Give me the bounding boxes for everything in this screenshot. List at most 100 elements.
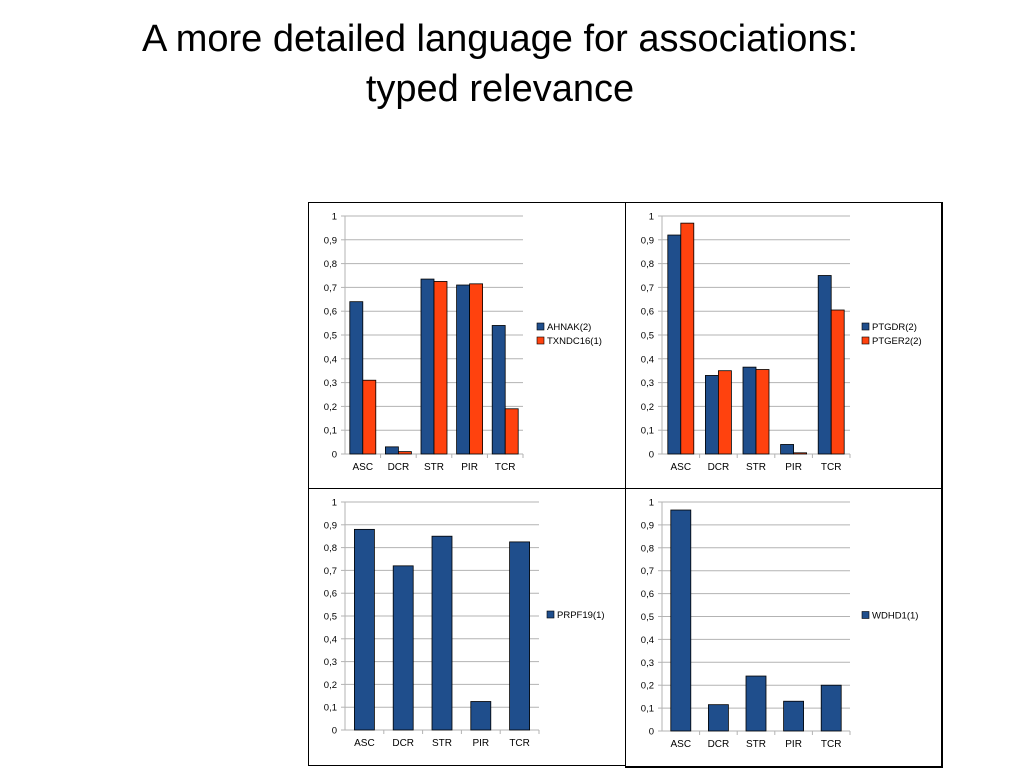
y-tick-label: 0 xyxy=(332,450,337,461)
bar-str-series-1 xyxy=(431,535,453,731)
bar-asc-series-1 xyxy=(349,301,364,455)
x-tick-label: DCR xyxy=(388,462,410,473)
y-tick-label: 0,2 xyxy=(641,681,654,692)
bar-chart-wdhd1: 0 0,1 0,2 0,3 0,4 0,5 0,6 0,7 0,8 0,9 1 ASC DCR STR PI… xyxy=(641,498,919,751)
bar-chart-ahnak-txndc16: 0 0,1 0,2 0,3 0,4 0,5 0,6 0,7 0,8 0,9 1 ASC DCR STR PI… xyxy=(324,212,602,474)
bar-asc-series-1 xyxy=(667,234,682,455)
legend-label: AHNAK(2) xyxy=(547,322,591,333)
x-tick-label: DCR xyxy=(392,738,414,749)
y-tick-label: 1 xyxy=(332,212,337,223)
y-tick-label: 0,6 xyxy=(641,589,654,600)
legend-swatch xyxy=(861,322,870,331)
legend-swatch xyxy=(861,611,870,619)
y-tick-label: 0,5 xyxy=(641,612,654,623)
x-tick-label: DCR xyxy=(708,739,730,750)
y-tick-label: 1 xyxy=(649,212,654,223)
bar-tcr-series-2 xyxy=(504,408,519,455)
x-tick-label: TCR xyxy=(821,462,842,473)
y-tick-label: 0,3 xyxy=(324,657,337,668)
bar-tcr-series-1 xyxy=(491,325,506,455)
bar-str-series-2 xyxy=(433,281,448,455)
y-tick-label: 0,5 xyxy=(324,612,337,623)
bar-dcr-series-1 xyxy=(708,704,729,732)
legend-label: PTGDR(2) xyxy=(872,322,917,333)
bar-asc-series-1 xyxy=(354,528,375,731)
bar-pir-series-2 xyxy=(793,452,808,455)
x-tick-label: PIR xyxy=(785,462,802,473)
bar-dcr-series-2 xyxy=(718,370,732,455)
bar-chart-prpf19: 0 0,1 0,2 0,3 0,4 0,5 0,6 0,7 0,8 0,9 1 ASC DCR STR PI… xyxy=(324,498,605,750)
bar-tcr-series-1 xyxy=(817,275,832,455)
y-tick-label: 0,9 xyxy=(641,520,654,531)
legend-swatch xyxy=(536,336,545,345)
y-tick-label: 0 xyxy=(332,726,337,737)
bar-pir-series-1 xyxy=(783,700,805,732)
bar-dcr-series-2 xyxy=(398,451,412,455)
y-tick-label: 0,1 xyxy=(324,426,337,437)
legend-swatch xyxy=(546,610,555,619)
chart-panel-1: 0 0,1 0,2 0,3 0,4 0,5 0,6 0,7 0,8 0,9 1 ASC DCR STR PI… xyxy=(308,202,626,489)
y-tick-label: 0,3 xyxy=(641,378,654,389)
chart-panel-4: 0 0,1 0,2 0,3 0,4 0,5 0,6 0,7 0,8 0,9 1 ASC DCR STR PI… xyxy=(625,488,943,768)
chart-panel-3: 0 0,1 0,2 0,3 0,4 0,5 0,6 0,7 0,8 0,9 1 ASC DCR STR PI… xyxy=(308,488,626,766)
bar-tcr-series-1 xyxy=(820,684,842,732)
bar-tcr-series-2 xyxy=(830,309,845,455)
y-tick-label: 0,2 xyxy=(324,680,337,691)
y-tick-label: 0,4 xyxy=(324,354,337,365)
y-tick-label: 0,5 xyxy=(324,331,337,342)
x-tick-label: PIR xyxy=(785,739,802,750)
bar-asc-series-2 xyxy=(362,379,377,455)
y-tick-label: 0,3 xyxy=(641,658,654,669)
legend-label: WDHD1(1) xyxy=(872,611,918,622)
x-tick-label: TCR xyxy=(495,462,516,473)
chart-panel-2: 0 0,1 0,2 0,3 0,4 0,5 0,6 0,7 0,8 0,9 1 ASC DCR STR PI… xyxy=(625,202,943,489)
bar-str-series-2 xyxy=(755,369,770,455)
slide-title-line-1: A more detailed language for association… xyxy=(141,18,859,60)
bar-str-series-1 xyxy=(745,675,767,732)
bar-asc-series-2 xyxy=(680,222,695,455)
bar-chart-ptgdr-ptger2: 0 0,1 0,2 0,3 0,4 0,5 0,6 0,7 0,8 0,9 1 ASC DCR STR PI… xyxy=(641,212,922,474)
y-tick-label: 0 xyxy=(649,450,654,461)
legend-swatch xyxy=(536,322,545,331)
y-tick-label: 0,7 xyxy=(324,566,337,577)
x-tick-label: ASC xyxy=(671,739,692,750)
y-tick-label: 1 xyxy=(649,498,654,509)
y-tick-label: 0 xyxy=(649,727,654,738)
legend-label: PTGER2(2) xyxy=(872,336,922,347)
x-tick-label: TCR xyxy=(821,739,842,750)
bar-pir-series-1 xyxy=(456,284,471,455)
y-tick-label: 0,6 xyxy=(641,307,654,318)
y-tick-label: 1 xyxy=(332,498,337,509)
bar-dcr-series-1 xyxy=(705,375,719,455)
legend-label: TXNDC16(1) xyxy=(547,336,602,347)
x-tick-label: PIR xyxy=(472,738,489,749)
y-tick-label: 0,1 xyxy=(641,426,654,437)
x-tick-label: TCR xyxy=(509,738,530,749)
x-tick-label: STR xyxy=(746,462,766,473)
y-tick-label: 0,6 xyxy=(324,307,337,318)
bar-tcr-series-1 xyxy=(509,541,531,731)
y-tick-label: 0,3 xyxy=(324,378,337,389)
bar-str-series-1 xyxy=(742,366,757,455)
x-tick-label: STR xyxy=(432,738,452,749)
bar-dcr-series-1 xyxy=(392,565,414,731)
y-tick-label: 0,7 xyxy=(641,283,654,294)
x-tick-label: PIR xyxy=(461,462,478,473)
x-tick-label: ASC xyxy=(353,462,374,473)
y-tick-label: 0,2 xyxy=(641,402,654,413)
slide-title-line-2: typed relevance xyxy=(365,68,635,110)
y-tick-label: 0,8 xyxy=(324,543,337,554)
y-tick-label: 0,6 xyxy=(324,589,337,600)
y-tick-label: 0,8 xyxy=(641,543,654,554)
y-tick-label: 0,9 xyxy=(324,235,337,246)
bar-dcr-series-1 xyxy=(385,446,399,455)
y-tick-label: 0,4 xyxy=(641,354,654,365)
legend-swatch xyxy=(861,336,870,345)
y-tick-label: 0,9 xyxy=(324,520,337,531)
y-tick-label: 0,9 xyxy=(641,235,654,246)
bar-pir-series-1 xyxy=(470,701,492,731)
legend-label: PRPF19(1) xyxy=(557,610,605,621)
y-tick-label: 0,5 xyxy=(641,331,654,342)
x-tick-label: ASC xyxy=(354,738,375,749)
bar-pir-series-1 xyxy=(780,444,795,455)
